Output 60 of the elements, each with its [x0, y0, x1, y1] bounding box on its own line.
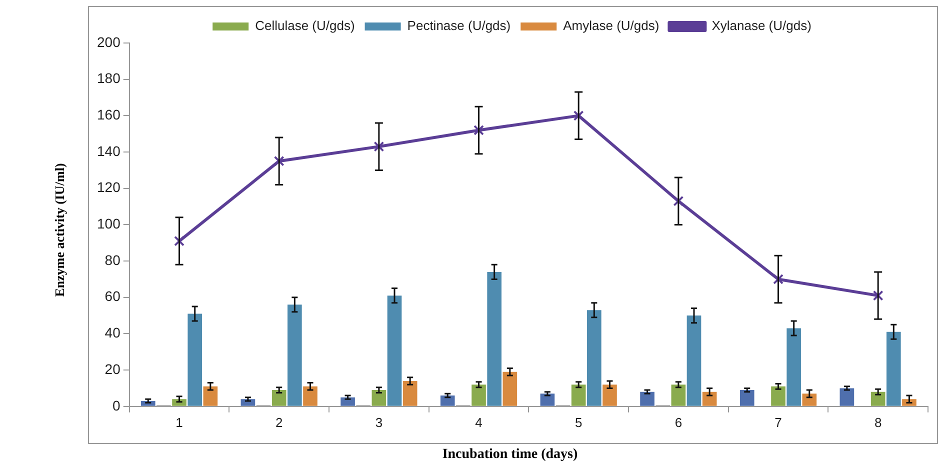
bar [472, 384, 486, 406]
bar [272, 390, 286, 406]
bar [402, 380, 418, 406]
y-tick-label: 60 [104, 288, 121, 304]
x-tick-label: 4 [475, 414, 482, 430]
x-tick-label: 2 [275, 414, 283, 430]
bar [372, 390, 386, 406]
y-tick-label: 80 [104, 252, 121, 268]
bar [702, 392, 717, 406]
bar [602, 384, 617, 406]
bar [771, 386, 786, 406]
x-tick-label: 5 [574, 414, 582, 430]
bar [540, 394, 555, 406]
point [174, 236, 185, 246]
bar [203, 386, 218, 406]
bar [802, 394, 817, 406]
point [474, 124, 484, 136]
x-tick-label: 6 [674, 414, 682, 430]
point [274, 156, 284, 166]
bar [571, 384, 586, 406]
legend-label: Pectinase (U/gds) [407, 18, 511, 34]
legend-label: Cellulase (U/gds) [255, 18, 355, 34]
bar [288, 304, 302, 406]
bar [440, 396, 455, 406]
y-tick-label: 20 [104, 360, 121, 377]
x-axis-title: Incubation time (days) [441, 447, 579, 463]
x-tick-label: 3 [375, 414, 383, 430]
point [374, 141, 384, 152]
bar [188, 314, 202, 406]
point [573, 110, 584, 121]
bar [686, 316, 702, 406]
bar [640, 392, 654, 406]
y-tick-label: 100 [97, 216, 121, 232]
bar [502, 372, 518, 406]
y-tick-label: 120 [97, 179, 121, 196]
x-tick-label: 8 [874, 414, 882, 430]
y-axis-title: Enzyme activity (IU/ml) [52, 162, 68, 299]
bar [870, 392, 886, 406]
point [872, 290, 884, 301]
y-tick-label: 140 [97, 142, 121, 159]
bar [587, 310, 602, 406]
bar [487, 272, 502, 406]
legend-label: Amylase (U/gds) [563, 18, 660, 34]
y-tick-label: 0 [112, 397, 121, 414]
y-tick-label: 200 [97, 34, 121, 50]
bar [886, 332, 901, 406]
bar [303, 386, 318, 406]
x-tick-label: 1 [176, 414, 183, 430]
bar [786, 328, 801, 406]
x-tick-label: 7 [774, 414, 782, 430]
legend-label: Xylanase (U/gds) [712, 18, 812, 34]
bar [740, 390, 754, 406]
point [773, 274, 784, 284]
y-tick-label: 160 [97, 106, 121, 123]
bar [387, 296, 402, 406]
bar [840, 388, 854, 406]
y-tick-label: 40 [104, 324, 121, 341]
y-tick-label: 180 [97, 70, 121, 86]
bar [671, 384, 686, 406]
point [673, 196, 684, 206]
